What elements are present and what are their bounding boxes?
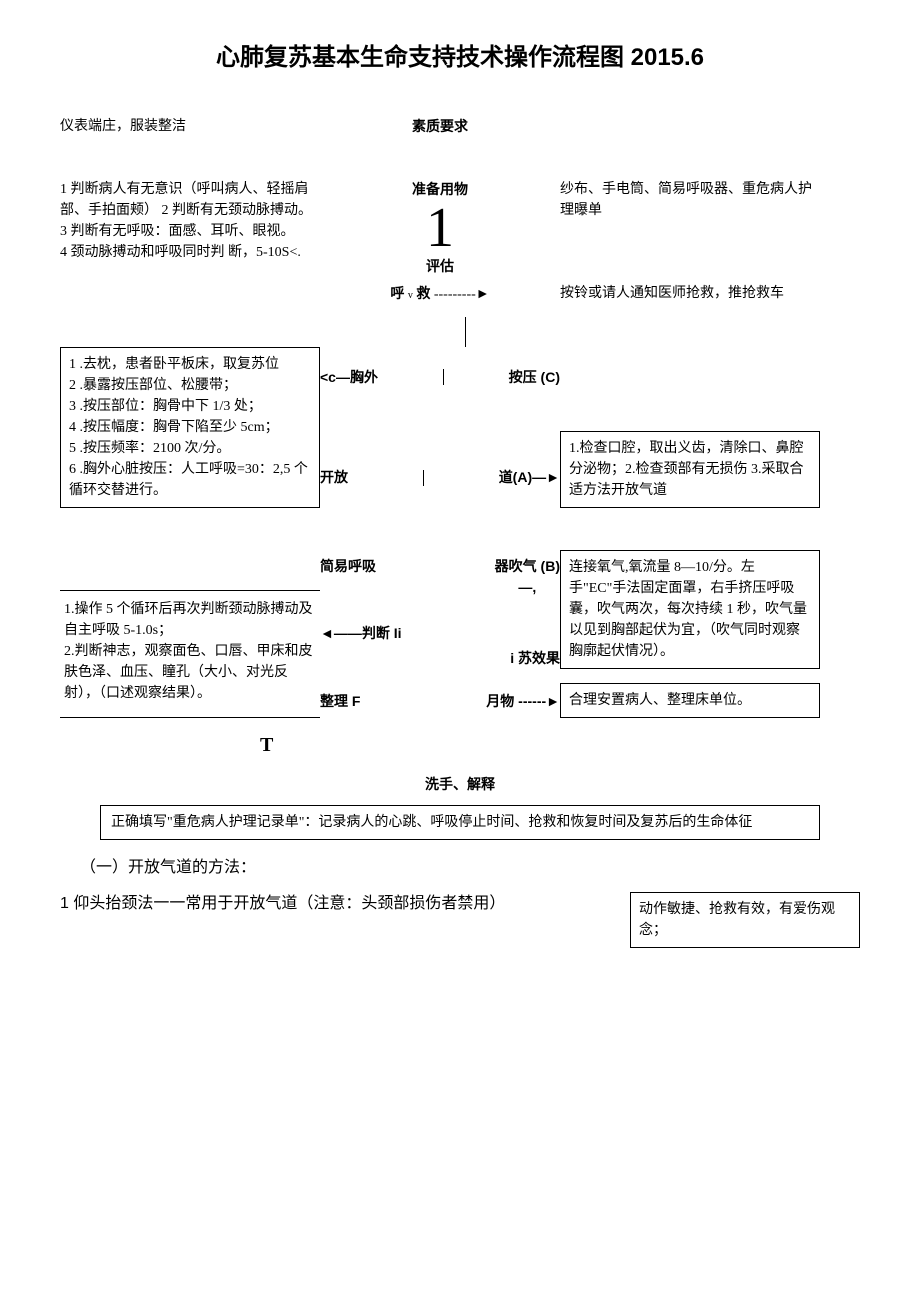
call-small-v: v (408, 290, 413, 301)
b-right: 器吹气 (B)—, (495, 556, 560, 598)
cl-5: 5 .按压频率：2100 次/分。 (69, 438, 311, 459)
method-heading: （一）开放气道的方法： (80, 856, 860, 880)
cl-4: 4 .按压幅度：胸骨下陷至少 5cm； (69, 417, 311, 438)
cl-3: 3 .按压部位：胸骨中下 1/3 处； (69, 396, 311, 417)
tidy-left: 整理 F (320, 691, 360, 712)
call-dashes: ---------► (434, 287, 490, 302)
judge-right: i 苏效果 (510, 650, 560, 666)
assess-text: 1 判断病人有无意识（呼叫病人、轻摇肩部、手拍面颊） 2 判断有无颈动脉搏动。 … (60, 179, 320, 263)
row-breath: 1.操作 5 个循环后再次判断颈动脉搏动及自主呼吸 5-1.0s； 2.判断神志… (60, 550, 860, 718)
cl-6: 6 .胸外心脏按压：人工呼吸=30：2,5 个循环交替进行。 (69, 459, 311, 501)
row-call: 呼 v 救 ---------► 按铃或请人通知医师抢救，推抢救车 (60, 283, 860, 305)
call-right: 按铃或请人通知医师抢救，推抢救车 (560, 283, 820, 304)
supplies-text: 纱布、手电筒、简易呼吸器、重危病人护理曝单 (560, 179, 820, 221)
attitude-box: 动作敏捷、抢救有效，有爱伤观念； (630, 892, 860, 948)
judge-left-box: 1.操作 5 个循环后再次判断颈动脉搏动及自主呼吸 5-1.0s； 2.判断神志… (60, 590, 320, 718)
airway-right-box: 1.检查口腔，取出义齿，清除口、鼻腔分泌物；2.检查颈部有无损伤 3.采取合适方… (560, 431, 820, 508)
page-title: 心肺复苏基本生命支持技术操作流程图 2015.6 (60, 40, 860, 76)
row-compress: 1 .去枕，患者卧平板床，取复苏位 2 .暴露按压部位、松腰带； 3 .按压部位… (60, 347, 860, 508)
compress-mid: <c—胸外 按压 (C) 开放 道(A)—► (320, 347, 560, 508)
record-box: 正确填写"重危病人护理记录单"：记录病人的心跳、呼吸停止时间、抢救和恢复时间及复… (100, 805, 820, 840)
assess-label: 评估 (326, 256, 554, 277)
breath-right-box: 连接氧气,氧流量 8—10/分。左手"EC"手法固定面罩，右手挤压呼吸囊，吹气两… (560, 550, 820, 669)
method1-text: 1 仰头抬颈法一一常用于开放气道（注意：头颈部损伤者禁用） (60, 892, 610, 916)
big-one: 1 (326, 200, 554, 256)
b-left: 简易呼吸 (320, 556, 376, 598)
a-right: 道(A)—► (499, 467, 560, 488)
quality-left: 仪表端庄，服装整洁 (60, 116, 320, 137)
judge-left: ◄——判断 Ii (320, 623, 402, 644)
c-left: <c—胸外 (320, 367, 378, 388)
cl-1: 1 .去枕，患者卧平板床，取复苏位 (69, 354, 311, 375)
call-mid: 呼 v 救 ---------► (320, 283, 560, 305)
compress-left-box: 1 .去枕，患者卧平板床，取复苏位 2 .暴露按压部位、松腰带； 3 .按压部位… (60, 347, 320, 508)
quality-mid: 素质要求 (320, 116, 560, 137)
cl-2: 2 .暴露按压部位、松腰带； (69, 375, 311, 396)
breath-mid: 简易呼吸 器吹气 (B)—, ◄——判断 Ii i 苏效果 整理 F 月物 --… (320, 550, 560, 718)
a-left: 开放 (320, 467, 348, 488)
wash-label: 洗手、解释 (60, 774, 860, 795)
t-mark: T (260, 730, 860, 760)
row-prepare: 1 判断病人有无意识（呼叫病人、轻摇肩部、手拍面颊） 2 判断有无颈动脉搏动。 … (60, 179, 860, 277)
c-right: 按压 (C) (509, 367, 560, 388)
call-char1: 呼 (390, 285, 404, 301)
call-char2: 救 (416, 285, 430, 301)
row-wash: T 洗手、解释 (60, 730, 860, 795)
row-method1: 1 仰头抬颈法一一常用于开放气道（注意：头颈部损伤者禁用） 动作敏捷、抢救有效，… (60, 892, 860, 948)
tidy-right-box: 合理安置病人、整理床单位。 (560, 683, 820, 718)
tidy-right: 月物 ------► (486, 691, 560, 712)
prepare-mid: 准备用物 1 评估 (320, 179, 560, 277)
row-quality: 仪表端庄，服装整洁 素质要求 (60, 116, 860, 137)
